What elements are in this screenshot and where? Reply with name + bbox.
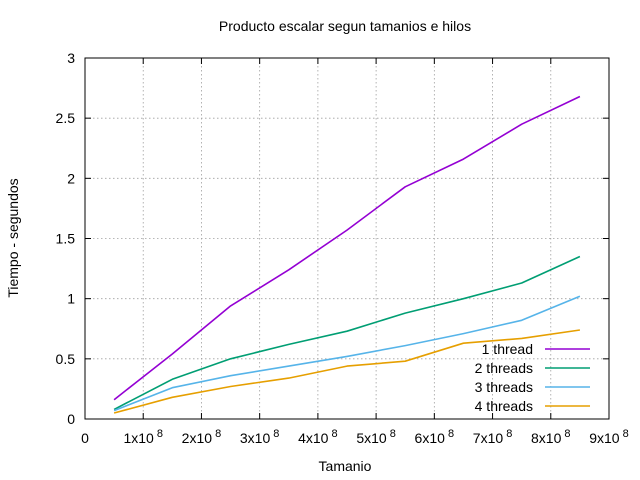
chart-title: Producto escalar segun tamanios e hilos [219,18,471,34]
legend-label-3: 3 threads [475,379,533,395]
x-tick-label: 3x10 8 [240,428,280,446]
y-tick-label: 2 [67,170,75,186]
series-layer [113,95,581,414]
x-tick-label: 9x10 8 [589,428,629,446]
y-tick-label: 0.5 [56,351,76,367]
x-tick-label: 5x10 8 [356,428,396,446]
y-axis-label: Tiempo - segundos [5,178,21,297]
legend: 1 thread 2 threads 3 threads 4 threads [475,341,590,414]
legend-label-4: 4 threads [475,398,533,414]
y-tick-label: 0 [67,411,75,427]
y-tick-label: 1 [67,291,75,307]
x-tick-label: 4x10 8 [298,428,338,446]
series-line-1 [113,95,581,401]
y-tick-label: 2.5 [56,110,76,126]
x-tick-label: 1x10 8 [123,428,163,446]
x-tick-label: 0 [81,430,89,446]
series-line-3 [113,295,581,412]
x-tick-label: 7x10 8 [473,428,513,446]
grid-layer [85,58,609,419]
series-line-4 [113,329,581,414]
y-tick-label: 3 [67,50,75,66]
y-tick-label: 1.5 [56,231,76,247]
ticks-layer: 0 0.5 1 1.5 2 2.5 3 0 1x10 8 2x10 8 3x10 8 4x10 8 5x… [56,50,629,446]
series-line-2 [113,255,581,411]
x-tick-label: 6x10 8 [415,428,455,446]
x-tick-label: 2x10 8 [182,428,222,446]
x-tick-label: 8x10 8 [531,428,571,446]
legend-label-2: 2 threads [475,360,533,376]
legend-label-1: 1 thread [482,341,533,357]
x-axis-label: Tamanio [319,458,372,474]
